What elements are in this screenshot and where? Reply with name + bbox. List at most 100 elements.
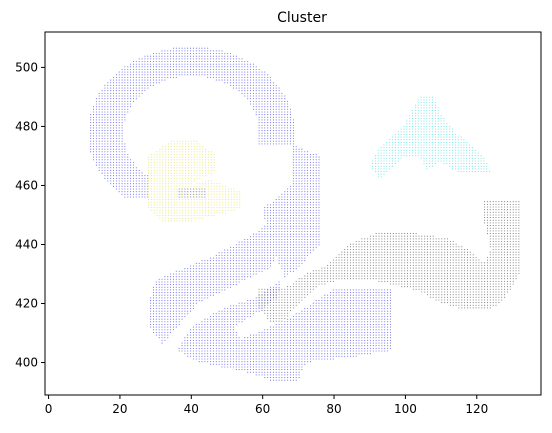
- data-point: [298, 244, 300, 246]
- data-point: [121, 124, 123, 126]
- data-point: [179, 183, 181, 185]
- data-point: [289, 140, 292, 142]
- data-point: [238, 246, 240, 248]
- data-point: [367, 305, 369, 307]
- data-point: [295, 369, 297, 371]
- data-point: [318, 307, 320, 310]
- data-point: [292, 377, 294, 379]
- data-point: [247, 358, 249, 360]
- data-point: [124, 76, 126, 78]
- data-point: [118, 132, 120, 134]
- data-point: [244, 369, 246, 371]
- data-point: [272, 244, 274, 246]
- data-point: [247, 238, 249, 241]
- data-point: [269, 257, 272, 259]
- data-point: [162, 185, 164, 187]
- data-point: [190, 305, 192, 307]
- data-point: [224, 321, 226, 323]
- data-point: [210, 337, 212, 339]
- cluster-series-0: [90, 47, 391, 381]
- data-point: [292, 379, 294, 381]
- data-point: [204, 276, 206, 278]
- data-point: [167, 209, 170, 211]
- data-point: [358, 297, 360, 299]
- data-point: [179, 172, 181, 174]
- data-point: [347, 339, 349, 341]
- data-point: [115, 159, 117, 161]
- data-point: [298, 374, 300, 376]
- data-point: [185, 193, 187, 195]
- data-point: [301, 355, 303, 357]
- data-point: [104, 122, 106, 124]
- data-point: [381, 294, 383, 296]
- data-point: [264, 140, 266, 142]
- data-point: [309, 183, 312, 185]
- data-point: [112, 108, 115, 110]
- data-point: [281, 106, 283, 108]
- data-point: [124, 180, 126, 182]
- data-point: [264, 71, 266, 73]
- data-point: [275, 284, 277, 286]
- data-point: [147, 84, 149, 86]
- data-point: [170, 180, 172, 182]
- data-point: [164, 276, 166, 278]
- data-point: [369, 345, 371, 347]
- data-point: [227, 353, 229, 355]
- data-point: [173, 145, 175, 148]
- data-point: [307, 209, 309, 211]
- data-point: [221, 315, 223, 318]
- data-point: [161, 71, 163, 73]
- data-point: [287, 366, 289, 368]
- data-point: [238, 315, 240, 318]
- data-point: [332, 350, 334, 352]
- cluster-series-1: [147, 140, 241, 222]
- data-point: [244, 310, 246, 312]
- data-point: [375, 289, 377, 291]
- data-point: [150, 156, 152, 158]
- data-point: [175, 58, 177, 60]
- data-point: [295, 249, 297, 251]
- data-point: [269, 236, 272, 238]
- data-point: [384, 297, 386, 299]
- data-point: [235, 63, 237, 65]
- data-point: [118, 161, 120, 163]
- data-point: [287, 363, 289, 365]
- data-point: [170, 183, 172, 185]
- data-point: [292, 323, 294, 326]
- data-point: [224, 329, 226, 331]
- data-point: [215, 334, 217, 336]
- data-point: [150, 66, 152, 68]
- data-point: [164, 305, 166, 307]
- data-point: [227, 366, 229, 368]
- data-point: [158, 66, 160, 68]
- data-point: [318, 329, 320, 331]
- data-point: [210, 284, 212, 286]
- data-point: [215, 329, 217, 331]
- data-point: [244, 270, 246, 272]
- data-point: [132, 169, 135, 171]
- data-point: [235, 369, 237, 371]
- data-point: [198, 52, 200, 55]
- data-point: [212, 347, 214, 349]
- data-point: [275, 100, 277, 102]
- data-point: [124, 161, 126, 163]
- data-point: [141, 196, 143, 198]
- data-point: [332, 345, 334, 347]
- data-point: [235, 345, 237, 347]
- data-point: [329, 305, 332, 307]
- data-point: [275, 254, 277, 256]
- data-point: [124, 111, 126, 113]
- data-point: [132, 177, 135, 179]
- data-point: [349, 302, 352, 304]
- data-point: [301, 230, 303, 233]
- data-point: [261, 337, 263, 339]
- data-point: [224, 315, 226, 318]
- data-point: [182, 212, 184, 214]
- data-point: [110, 103, 112, 105]
- data-point: [341, 321, 343, 323]
- data-point: [218, 321, 220, 323]
- data-point: [304, 238, 306, 241]
- data-point: [289, 323, 292, 326]
- data-point: [150, 180, 152, 182]
- data-point: [309, 337, 312, 339]
